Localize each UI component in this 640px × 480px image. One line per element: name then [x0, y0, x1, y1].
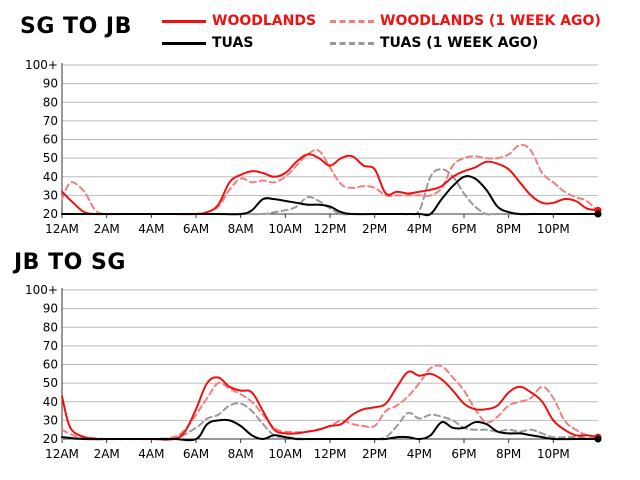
legend-swatch-tuas-1-week-ago	[330, 41, 374, 45]
legend-swatch-tuas	[162, 41, 206, 45]
x-tick-label: 4PM	[407, 222, 432, 236]
series-line-tuas	[61, 418, 599, 442]
x-tick-label: 8PM	[496, 222, 521, 236]
series-line-woodlands	[61, 370, 599, 441]
x-tick-label: 12PM	[314, 222, 347, 236]
y-tick-label: 40	[43, 395, 58, 409]
legend-item-tuas-1-week-ago: TUAS (1 WEEK AGO)	[330, 35, 538, 51]
y-tick-label: 20	[43, 432, 58, 446]
chart-sg-to-jb: 20 30 40 50 60 70 80 90 100+ 12AM 2AM 4AM 6AM 8AM 10AM…	[25, 58, 602, 236]
legend-swatch-woodlands-1-week-ago	[330, 19, 374, 23]
chart-title-jb-to-sg: JB TO SG	[14, 250, 126, 275]
y-tick-label: 100+	[25, 58, 58, 72]
y-tick-label: 20	[43, 207, 58, 221]
y-tick-label: 70	[43, 114, 58, 128]
y-tick-label: 60	[43, 133, 58, 147]
x-tick-label: 6AM	[183, 222, 209, 236]
endpoint-marker-tuas	[594, 435, 602, 443]
y-tick-label: 40	[43, 170, 58, 184]
y-tick-label: 80	[43, 320, 58, 334]
x-tick-label: 4AM	[138, 447, 164, 461]
x-tick-label: 2AM	[94, 447, 120, 461]
series-line-tuas-1-week-ago	[61, 402, 599, 441]
y-tick-label: 30	[43, 188, 58, 202]
x-tick-label: 10PM	[537, 222, 570, 236]
x-tick-label: 2PM	[362, 222, 387, 236]
legend-label-tuas-1-week-ago: TUAS (1 WEEK AGO)	[380, 35, 539, 51]
y-tick-label: 50	[43, 151, 58, 165]
x-tick-label: 8PM	[496, 447, 521, 461]
x-tick-label: 10PM	[537, 447, 570, 461]
x-tick-label: 10AM	[268, 222, 302, 236]
y-tick-label: 70	[43, 339, 58, 353]
x-tick-label: 4PM	[407, 447, 432, 461]
series-line-tuas	[61, 175, 599, 217]
series-line-woodlands	[61, 153, 599, 216]
x-tick-label: 10AM	[268, 447, 302, 461]
series-line-tuas-1-week-ago	[61, 168, 599, 216]
legend-item-tuas: TUAS	[162, 35, 253, 51]
y-tick-label: 30	[43, 413, 58, 427]
x-tick-label: 6PM	[451, 447, 476, 461]
y-tick-label: 90	[43, 77, 58, 91]
x-tick-label: 8AM	[228, 447, 254, 461]
chart-title-sg-to-jb: SG TO JB	[20, 14, 132, 39]
legend-swatch-woodlands	[162, 19, 206, 23]
y-tick-label: 90	[43, 302, 58, 316]
x-tick-label: 12PM	[314, 447, 347, 461]
x-tick-label: 2PM	[362, 447, 387, 461]
series-line-woodlands-1-week-ago	[61, 364, 599, 441]
legend-label-woodlands-1-week-ago: WOODLANDS (1 WEEK AGO)	[380, 13, 601, 29]
x-tick-label: 6PM	[451, 222, 476, 236]
x-tick-label: 12AM	[45, 447, 79, 461]
x-tick-label: 12AM	[45, 222, 79, 236]
y-tick-label: 100+	[25, 283, 58, 297]
y-tick-label: 80	[43, 95, 58, 109]
chart-jb-to-sg: 20 30 40 50 60 70 80 90 100+ 12AM 2AM 4AM 6AM 8AM 10AM…	[25, 283, 602, 461]
legend-item-woodlands-1-week-ago: WOODLANDS (1 WEEK AGO)	[330, 13, 601, 29]
y-tick-label: 50	[43, 376, 58, 390]
legend-item-woodlands: WOODLANDS	[162, 13, 316, 29]
legend-label-tuas: TUAS	[212, 35, 254, 51]
endpoint-marker-tuas	[594, 210, 602, 218]
legend-label-woodlands: WOODLANDS	[212, 13, 317, 29]
y-tick-label: 60	[43, 358, 58, 372]
x-tick-label: 4AM	[138, 222, 164, 236]
x-tick-label: 2AM	[94, 222, 120, 236]
x-tick-label: 8AM	[228, 222, 254, 236]
x-tick-label: 6AM	[183, 447, 209, 461]
